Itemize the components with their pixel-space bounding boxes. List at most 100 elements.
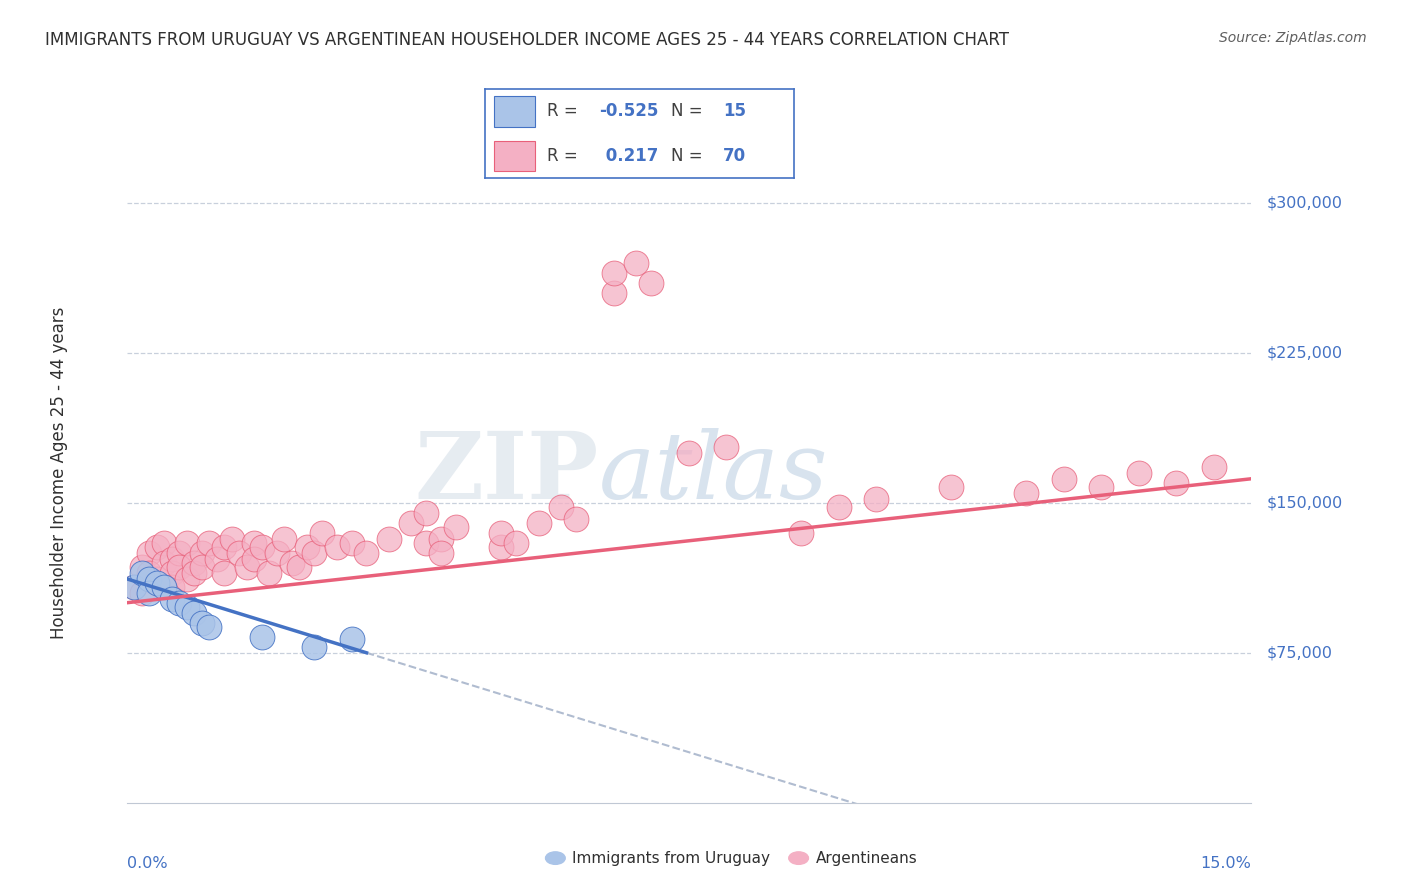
- Point: [603, 285, 626, 300]
- Text: -0.525: -0.525: [599, 103, 659, 120]
- Point: [257, 566, 280, 580]
- Text: IMMIGRANTS FROM URUGUAY VS ARGENTINEAN HOUSEHOLDER INCOME AGES 25 - 44 YEARS COR: IMMIGRANTS FROM URUGUAY VS ARGENTINEAN H…: [45, 31, 1010, 49]
- Point: [340, 535, 363, 549]
- Point: [415, 506, 437, 520]
- Text: 70: 70: [723, 147, 747, 165]
- Point: [828, 500, 851, 514]
- Point: [266, 546, 288, 560]
- Point: [340, 632, 363, 646]
- Point: [1090, 480, 1112, 494]
- Point: [167, 596, 190, 610]
- Text: Householder Income Ages 25 - 44 years: Householder Income Ages 25 - 44 years: [51, 307, 67, 639]
- Point: [160, 551, 183, 566]
- Point: [243, 551, 266, 566]
- Text: 15: 15: [723, 103, 747, 120]
- Point: [190, 546, 212, 560]
- Bar: [495, 141, 534, 171]
- Point: [205, 551, 228, 566]
- Point: [1015, 485, 1038, 500]
- Point: [138, 586, 160, 600]
- Point: [153, 580, 176, 594]
- Point: [221, 532, 243, 546]
- Point: [190, 559, 212, 574]
- Point: [122, 580, 145, 594]
- Point: [167, 546, 190, 560]
- Text: $150,000: $150,000: [1267, 495, 1343, 510]
- Point: [190, 615, 212, 630]
- Point: [1053, 472, 1076, 486]
- Point: [138, 566, 160, 580]
- Point: [716, 440, 738, 454]
- Point: [1166, 475, 1188, 490]
- Point: [603, 266, 626, 280]
- Point: [491, 525, 513, 540]
- Point: [183, 556, 205, 570]
- Text: N =: N =: [671, 103, 707, 120]
- Point: [228, 546, 250, 560]
- Point: [302, 640, 325, 654]
- Point: [153, 535, 176, 549]
- Point: [280, 556, 302, 570]
- Text: 0.217: 0.217: [599, 147, 658, 165]
- Point: [288, 559, 311, 574]
- Text: R =: R =: [547, 147, 583, 165]
- Point: [302, 546, 325, 560]
- Point: [235, 559, 257, 574]
- Point: [626, 256, 648, 270]
- Point: [378, 532, 401, 546]
- Point: [183, 606, 205, 620]
- Point: [941, 480, 963, 494]
- Point: [145, 575, 167, 590]
- Point: [565, 512, 588, 526]
- Point: [1128, 466, 1150, 480]
- Point: [446, 520, 468, 534]
- Point: [640, 276, 662, 290]
- Text: ZIP: ZIP: [415, 428, 599, 517]
- Point: [325, 540, 347, 554]
- Text: $225,000: $225,000: [1267, 345, 1343, 360]
- Point: [250, 630, 273, 644]
- Text: 15.0%: 15.0%: [1201, 855, 1251, 871]
- Text: 0.0%: 0.0%: [127, 855, 167, 871]
- Point: [131, 559, 153, 574]
- Point: [527, 516, 550, 530]
- Point: [176, 572, 198, 586]
- Point: [550, 500, 572, 514]
- Point: [212, 566, 235, 580]
- Point: [153, 556, 176, 570]
- Point: [138, 546, 160, 560]
- Text: Source: ZipAtlas.com: Source: ZipAtlas.com: [1219, 31, 1367, 45]
- Point: [145, 572, 167, 586]
- Point: [1202, 459, 1225, 474]
- Point: [311, 525, 333, 540]
- Point: [356, 546, 378, 560]
- Point: [415, 535, 437, 549]
- Point: [176, 535, 198, 549]
- Point: [183, 566, 205, 580]
- Point: [145, 540, 167, 554]
- Text: N =: N =: [671, 147, 707, 165]
- Point: [160, 580, 183, 594]
- Point: [401, 516, 423, 530]
- Point: [138, 572, 160, 586]
- Point: [131, 586, 153, 600]
- Point: [176, 599, 198, 614]
- Text: atlas: atlas: [599, 428, 828, 517]
- Text: $75,000: $75,000: [1267, 645, 1333, 660]
- Point: [131, 566, 153, 580]
- Point: [295, 540, 318, 554]
- Text: R =: R =: [547, 103, 583, 120]
- Point: [790, 525, 813, 540]
- Point: [678, 446, 700, 460]
- Point: [430, 546, 453, 560]
- Point: [243, 535, 266, 549]
- Text: Argentineans: Argentineans: [815, 851, 917, 865]
- Bar: [495, 96, 534, 127]
- Point: [273, 532, 295, 546]
- Point: [198, 620, 221, 634]
- Point: [160, 566, 183, 580]
- Point: [198, 535, 221, 549]
- Point: [865, 491, 887, 506]
- Text: $300,000: $300,000: [1267, 195, 1343, 211]
- Point: [167, 559, 190, 574]
